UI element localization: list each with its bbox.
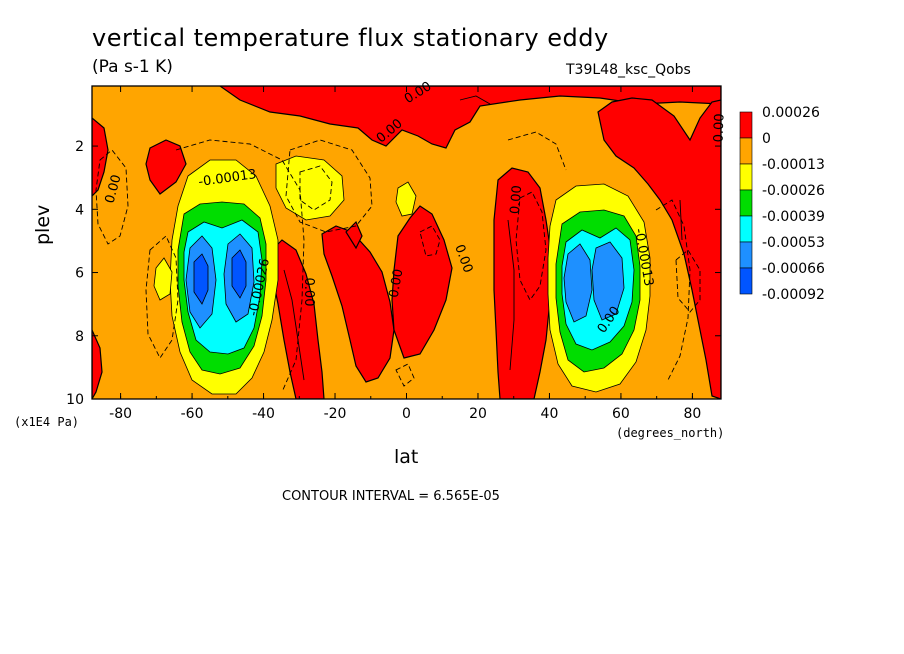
contour-label: 0.00 — [387, 268, 407, 299]
color-legend: 0.00026 0 -0.00013 -0.00026 -0.00039 -0.00053… — [739, 105, 825, 303]
sh-red-lower-left — [92, 329, 103, 399]
chart-units: (Pa s-1 K) — [92, 57, 173, 77]
dashed-contour — [419, 225, 441, 257]
upper-yellow-blob — [275, 155, 345, 221]
dashed-contour — [655, 199, 691, 381]
y-tick-label: 10 — [66, 392, 84, 408]
dashed-contour — [395, 363, 415, 387]
blue-regions — [185, 233, 625, 329]
dashed-contour — [515, 191, 547, 301]
sh-red-blob — [145, 139, 187, 195]
chart-title: vertical temperature flux stationary edd… — [92, 24, 609, 52]
contour-label: 0.00 — [508, 185, 525, 215]
red-band-minus30 — [271, 239, 325, 399]
legend-label: -0.00092 — [762, 287, 825, 303]
contour-label: 0.00 — [712, 113, 728, 142]
solid-contour — [507, 219, 515, 371]
plot-area — [92, 86, 721, 399]
y-axis: 2 4 6 8 10 — [66, 139, 721, 408]
y-axis-label: plev — [32, 204, 54, 245]
solid-contour — [679, 199, 683, 241]
legend-swatch — [739, 215, 753, 243]
contour-interval-note: CONTOUR INTERVAL = 6.565E-05 — [282, 489, 500, 504]
y-tick-label: 4 — [75, 202, 84, 218]
legend-label: 0.00026 — [762, 105, 820, 121]
legend-swatch — [739, 163, 753, 191]
legend-swatch — [739, 267, 753, 295]
dashed-contour — [507, 131, 567, 171]
legend-label: -0.00066 — [762, 261, 825, 277]
x-tick-label: -60 — [181, 406, 204, 422]
dashed-contour — [299, 165, 333, 211]
x-axis-label: lat — [394, 446, 419, 468]
legend-swatch — [739, 189, 753, 217]
x-tick-label: 60 — [612, 406, 630, 422]
solid-contours — [283, 95, 683, 381]
legend-swatch — [739, 137, 753, 165]
legend-swatch — [739, 111, 753, 139]
yellow-small-blob — [395, 181, 417, 217]
contour-label: 0.00 — [301, 278, 316, 307]
contour-label: 0.00 — [103, 173, 125, 205]
nh-blue-core-b — [591, 241, 625, 321]
legend-label: -0.00013 — [762, 157, 825, 173]
x-tick-label: -40 — [252, 406, 275, 422]
x-tick-label: 40 — [541, 406, 559, 422]
dataset-label: T39L48_ksc_Qobs — [566, 62, 691, 78]
y-tick-label: 6 — [75, 266, 84, 282]
legend-label: 0 — [762, 131, 771, 147]
dashed-contour — [675, 249, 701, 313]
x-axis-unit: (degrees_north) — [616, 426, 725, 440]
x-tick-label: -80 — [109, 406, 132, 422]
x-tick-label: 0 — [402, 406, 411, 422]
darkblue-regions — [193, 249, 247, 305]
x-axis: -80 -60 -40 -20 0 20 40 60 80 — [109, 86, 701, 422]
y-tick-label: 8 — [75, 329, 84, 345]
dashed-contour — [285, 139, 373, 233]
x-tick-label: 80 — [683, 406, 701, 422]
dashed-contour — [95, 149, 129, 245]
contour-labels: 0.000.000.00 -0.00013-0.00026 0.00 0.000.00… — [103, 79, 728, 336]
solid-contour — [283, 269, 305, 381]
red-band-plus5 — [391, 205, 453, 359]
solid-contour — [459, 95, 491, 105]
legend-swatch — [739, 241, 753, 269]
legend-label: -0.00026 — [762, 183, 825, 199]
y-tick-label: 2 — [75, 139, 84, 155]
nh-blue-core-a — [563, 243, 593, 323]
x-tick-label: -20 — [324, 406, 347, 422]
nh-red-upper-right — [597, 97, 721, 399]
legend-label: -0.00039 — [762, 209, 825, 225]
yellow-left-edge — [153, 257, 173, 301]
sh-darkblue-core-b — [231, 249, 247, 299]
red-band-minus8 — [321, 225, 395, 383]
x-tick-label: 20 — [469, 406, 487, 422]
red-small-blob — [345, 220, 363, 250]
legend-label: -0.00053 — [762, 235, 825, 251]
y-axis-unit: (x1E4 Pa) — [14, 415, 80, 429]
sh-darkblue-core-a — [193, 253, 209, 305]
sh-red-left-edge — [92, 117, 109, 197]
